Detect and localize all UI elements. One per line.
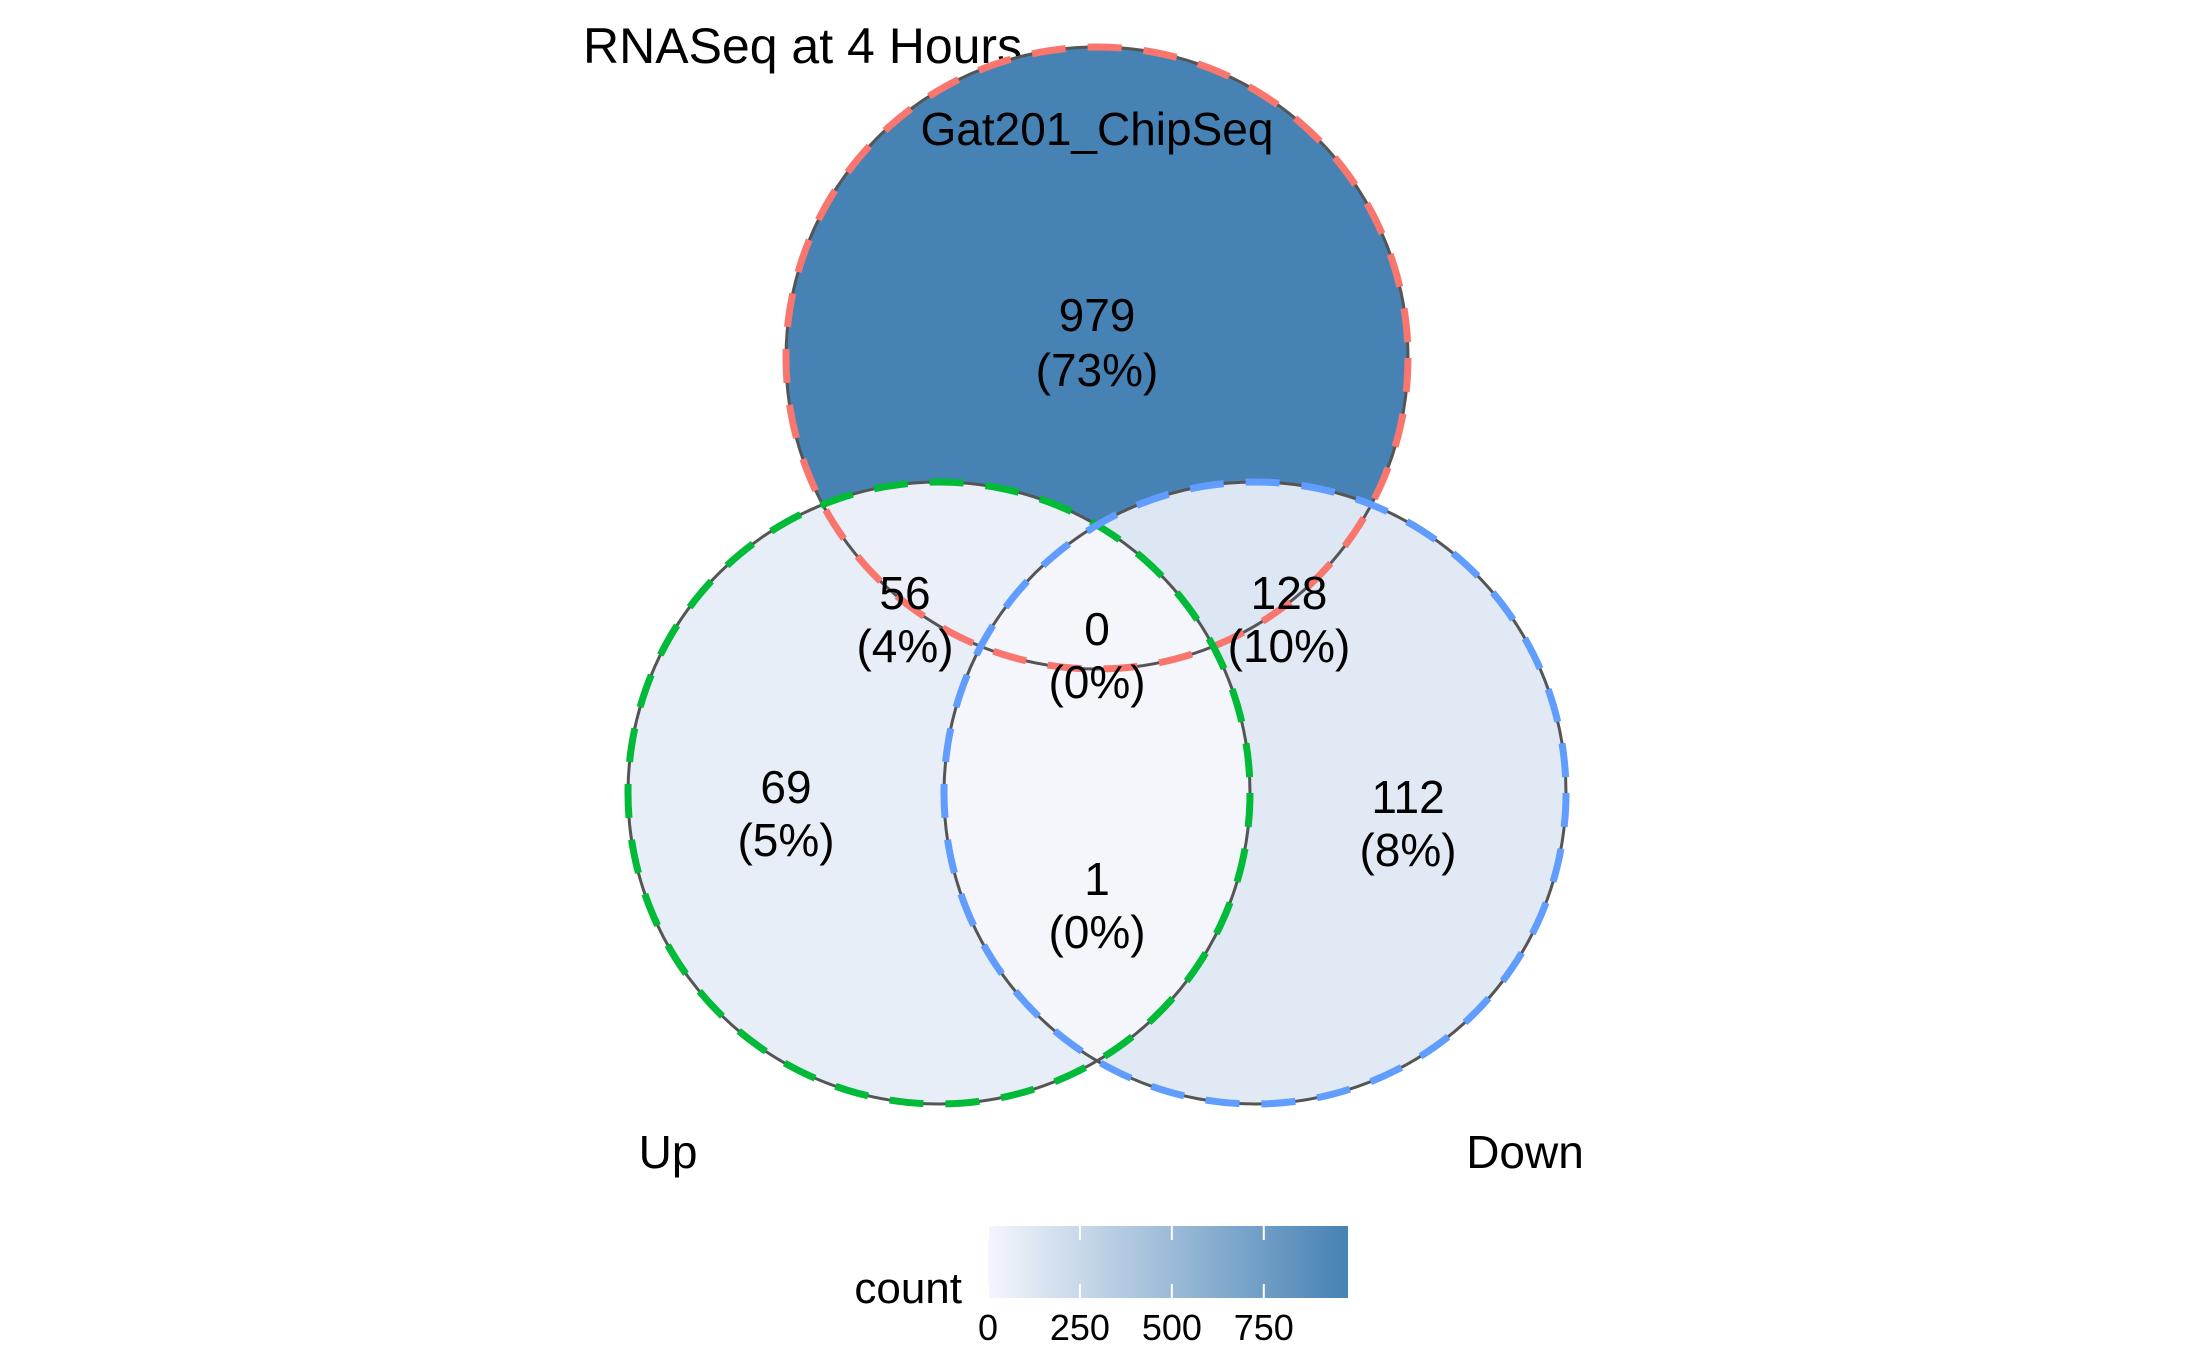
color-legend: count 0 250 500 750 [854,1226,1348,1348]
legend-colorbar [988,1226,1348,1298]
region-gat201-up [786,482,1250,669]
region-labels: 979 (73%) 56 (4%) 128 (10%) 0 (0%) 69 (5… [737,289,1456,958]
legend-ticks: 0 250 500 750 [978,1226,1294,1348]
legend-title: count [854,1264,962,1313]
region-gat201-down [944,482,1408,669]
legend-tick-label: 0 [978,1307,998,1348]
percent-up-down: (0%) [1048,906,1145,958]
set-label-gat201: Gat201_ChipSeq [921,103,1274,155]
set-border-down [940,478,1570,1108]
region-all-three [944,482,1250,669]
set-label-up: Up [639,1126,698,1178]
count-down-only: 112 [1371,771,1444,823]
legend-tick-label: 500 [1142,1307,1202,1348]
set-border-gat201 [782,43,1412,673]
count-gat201-only: 979 [1059,289,1136,341]
legend-tick-label: 750 [1234,1307,1294,1348]
venn-regions [628,47,1566,1104]
percent-gat201-only: (73%) [1036,344,1159,396]
set-labels: Gat201_ChipSeq Up Down [639,103,1584,1178]
legend-tick-label: 250 [1050,1307,1110,1348]
percent-down-only: (8%) [1359,824,1456,876]
percent-up-only: (5%) [737,814,834,866]
count-gat201-up: 56 [879,567,930,619]
count-up-only: 69 [760,761,811,813]
count-all-three: 0 [1084,603,1110,655]
venn-outlines [624,43,1570,1108]
chart-title: RNASeq at 4 Hours [583,18,1022,74]
count-up-down: 1 [1084,853,1110,905]
percent-all-three: (0%) [1048,656,1145,708]
percent-gat201-down: (10%) [1228,620,1351,672]
percent-gat201-up: (4%) [856,620,953,672]
set-border-up [624,478,1254,1108]
count-gat201-down: 128 [1251,567,1328,619]
set-label-down: Down [1466,1126,1584,1178]
